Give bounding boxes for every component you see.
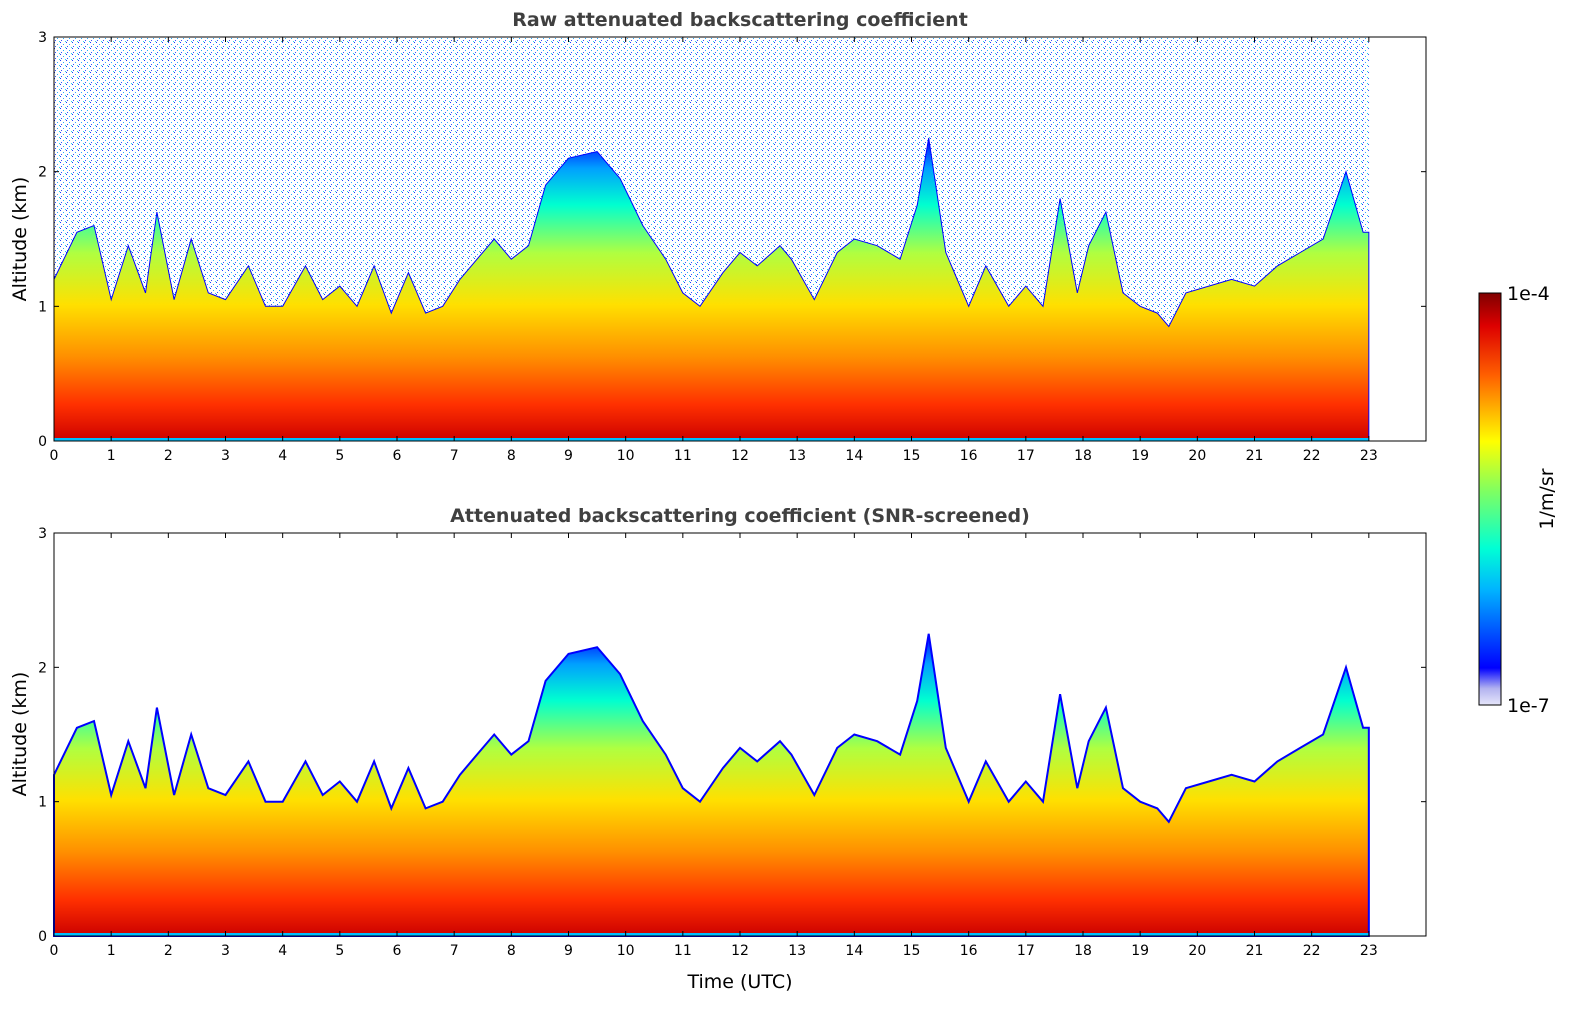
screened-panel-title: Attenuated backscattering coefficient (S… — [450, 505, 1030, 527]
colorbar-unit-label: 1/m/sr — [1536, 468, 1558, 529]
raw-x-ticks: 0 1 2 3 4 5 6 7 8 9 10 11 12 13 14 15 16 17 18 19 20 21 22 23 — [50, 37, 1378, 464]
x-tick-label: 16 — [960, 448, 978, 464]
x-tick-label: 6 — [393, 943, 402, 959]
x-tick-label: 20 — [1188, 943, 1206, 959]
x-tick-label: 4 — [278, 943, 287, 959]
x-tick-label: 22 — [1303, 448, 1321, 464]
surface-strip — [54, 438, 1369, 441]
y-tick-label: 0 — [38, 434, 47, 450]
raw-y-axis-label: Altitude (km) — [9, 177, 31, 302]
y-tick-label: 3 — [38, 30, 47, 46]
surface-strip — [54, 933, 1369, 936]
x-tick-label: 10 — [617, 943, 635, 959]
x-tick-label: 16 — [960, 943, 978, 959]
y-tick-label: 1 — [38, 299, 47, 315]
x-tick-label: 1 — [107, 448, 116, 464]
y-tick-label: 2 — [38, 660, 47, 676]
colorbar: 1e-4 1e-7 1/m/sr — [1478, 283, 1558, 717]
screened-x-ticks: 0 1 2 3 4 5 6 7 8 9 10 11 12 13 14 15 16 17 18 19 20 21 22 23 — [50, 533, 1378, 959]
x-tick-label: 15 — [903, 943, 921, 959]
x-tick-label: 11 — [674, 448, 692, 464]
raw-y-ticks: 0 1 2 3 — [38, 30, 1426, 450]
x-tick-label: 3 — [221, 448, 230, 464]
x-tick-label: 13 — [788, 943, 806, 959]
y-tick-label: 3 — [38, 526, 47, 542]
x-tick-label: 15 — [903, 448, 921, 464]
raw-panel: Raw attenuated backscattering coefficien… — [9, 9, 1427, 464]
x-tick-label: 9 — [564, 448, 573, 464]
x-tick-label: 18 — [1074, 943, 1092, 959]
x-tick-label: 9 — [564, 943, 573, 959]
x-tick-label: 6 — [393, 448, 402, 464]
x-tick-label: 11 — [674, 943, 692, 959]
x-tick-label: 13 — [788, 448, 806, 464]
x-tick-label: 1 — [107, 943, 116, 959]
x-tick-label: 12 — [731, 943, 749, 959]
x-tick-label: 19 — [1131, 943, 1149, 959]
colorbar-max-label: 1e-4 — [1507, 283, 1550, 305]
y-tick-label: 0 — [38, 929, 47, 945]
x-tick-label: 22 — [1303, 943, 1321, 959]
x-tick-label: 10 — [617, 448, 635, 464]
x-tick-label: 17 — [1017, 448, 1035, 464]
x-tick-label: 23 — [1360, 943, 1378, 959]
x-tick-label: 5 — [335, 448, 344, 464]
x-tick-label: 2 — [164, 943, 173, 959]
x-tick-label: 14 — [845, 448, 863, 464]
screened-y-axis-label: Altitude (km) — [9, 672, 31, 797]
x-tick-label: 14 — [845, 943, 863, 959]
x-tick-label: 19 — [1131, 448, 1149, 464]
x-tick-label: 12 — [731, 448, 749, 464]
x-tick-label: 17 — [1017, 943, 1035, 959]
backscatter-layer — [53, 137, 1370, 442]
x-tick-label: 4 — [278, 448, 287, 464]
y-tick-label: 2 — [38, 165, 47, 181]
x-tick-label: 23 — [1360, 448, 1378, 464]
colorbar-min-label: 1e-7 — [1507, 695, 1550, 717]
x-tick-label: 21 — [1246, 448, 1264, 464]
screened-heatmap-area — [53, 633, 1370, 937]
screened-y-ticks: 0 1 2 3 — [38, 526, 1426, 945]
x-tick-label: 8 — [507, 448, 516, 464]
colorbar-gradient — [1478, 292, 1502, 706]
x-tick-label: 8 — [507, 943, 516, 959]
x-tick-label: 21 — [1246, 943, 1264, 959]
screened-panel: Attenuated backscattering coefficient (S… — [9, 505, 1427, 993]
raw-heatmap-area — [53, 37, 1370, 442]
x-tick-label: 7 — [450, 943, 459, 959]
x-tick-label: 3 — [221, 943, 230, 959]
x-tick-label: 18 — [1074, 448, 1092, 464]
x-tick-label: 0 — [50, 943, 59, 959]
y-tick-label: 1 — [38, 795, 47, 811]
x-tick-label: 7 — [450, 448, 459, 464]
x-axis-label: Time (UTC) — [686, 971, 792, 993]
backscatter-layer — [53, 633, 1370, 937]
x-tick-label: 0 — [50, 448, 59, 464]
raw-panel-title: Raw attenuated backscattering coefficien… — [512, 9, 968, 31]
x-tick-label: 5 — [335, 943, 344, 959]
x-tick-label: 2 — [164, 448, 173, 464]
x-tick-label: 20 — [1188, 448, 1206, 464]
